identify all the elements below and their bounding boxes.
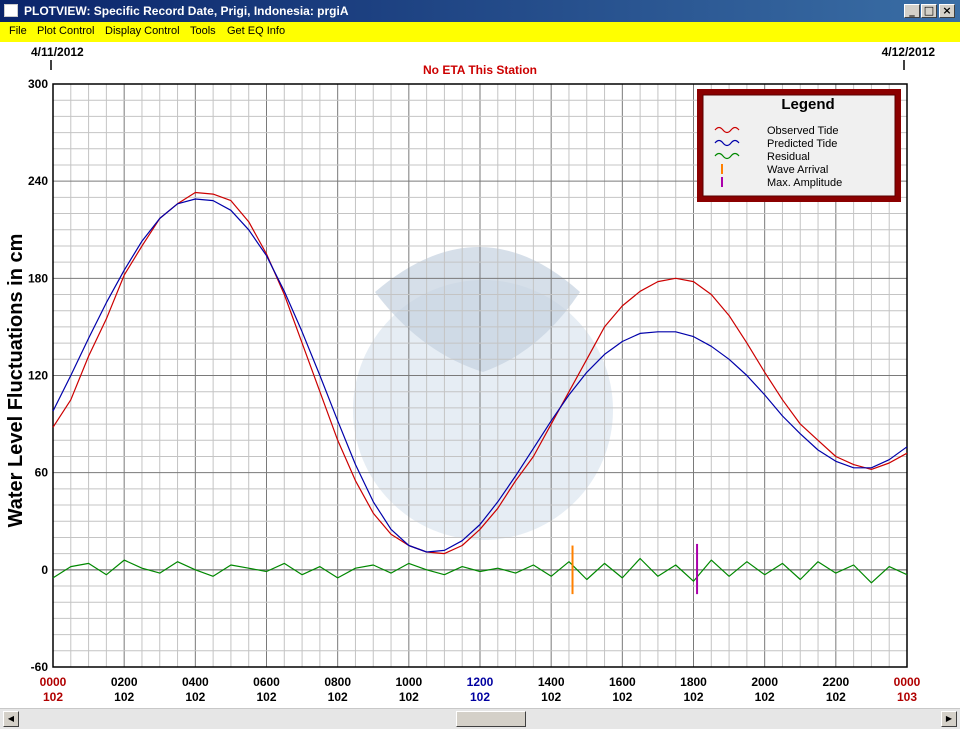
x-tick-label-time: 0800 xyxy=(324,675,351,689)
plot-border xyxy=(52,83,908,668)
minimize-button[interactable]: _ xyxy=(904,4,920,18)
y-axis-label: Water Level Fluctuations in cm xyxy=(5,234,27,528)
y-tick-label: 240 xyxy=(28,174,48,188)
x-tick-label-day: 102 xyxy=(114,690,134,704)
menu-bar: File Plot Control Display Control Tools … xyxy=(0,22,960,42)
tide-chart[interactable]: -600601201802403000000102020010204001020… xyxy=(0,42,960,708)
legend-swatch-line xyxy=(714,152,740,160)
title-bar: PLOTVIEW: Specific Record Date, Prigi, I… xyxy=(0,0,960,22)
x-tick-label-time: 0600 xyxy=(253,675,280,689)
menu-file[interactable]: File xyxy=(9,25,27,37)
plot-area: -60 0 60 120 180 240 300 0000 102 0200 102 0400 102 0… xyxy=(0,42,960,708)
y-tick-label: 0 xyxy=(41,563,48,577)
x-tick-label-time: 1200 xyxy=(467,675,494,689)
app-icon xyxy=(4,4,18,17)
x-tick-label-time: 2000 xyxy=(751,675,778,689)
scroll-thumb[interactable] xyxy=(456,711,526,727)
y-tick-label: 120 xyxy=(28,369,48,383)
x-tick-label-day: 102 xyxy=(541,690,561,704)
series-line-residual xyxy=(52,557,908,584)
date-left-label: 4/11/2012 xyxy=(31,45,84,59)
y-tick-label: 180 xyxy=(28,271,48,285)
x-tick-label-day: 102 xyxy=(470,690,490,704)
legend-entry-label: Residual xyxy=(767,151,810,163)
x-tick-label-time: 2200 xyxy=(822,675,849,689)
close-button[interactable]: × xyxy=(939,4,955,18)
x-tick-label-day: 102 xyxy=(612,690,632,704)
series-line-observed-tide xyxy=(52,191,908,555)
legend-swatch-line xyxy=(714,139,740,147)
x-tick-label-day: 102 xyxy=(328,690,348,704)
menu-get-eq-info[interactable]: Get EQ Info xyxy=(227,25,286,37)
legend-entry-label: Wave Arrival xyxy=(767,164,828,176)
scroll-right-arrow-icon[interactable]: ▶ xyxy=(941,711,957,727)
x-tick-label-time: 1000 xyxy=(395,675,422,689)
date-right-label: 4/12/2012 xyxy=(882,45,936,59)
x-tick-label-day: 102 xyxy=(399,690,419,704)
y-tick-label: 300 xyxy=(28,77,48,91)
legend-swatch-line xyxy=(714,126,740,134)
x-tick-label-day: 102 xyxy=(185,690,205,704)
x-tick-label-time: 0400 xyxy=(182,675,209,689)
eta-message: No ETA This Station xyxy=(423,63,537,77)
menu-display-control[interactable]: Display Control xyxy=(105,25,180,37)
series-line-predicted-tide xyxy=(52,198,908,553)
horizontal-scrollbar[interactable]: ◀ ▶ xyxy=(0,708,960,729)
menu-tools[interactable]: Tools xyxy=(190,25,216,37)
x-tick-label-time: 0200 xyxy=(111,675,138,689)
window-title: PLOTVIEW: Specific Record Date, Prigi, I… xyxy=(24,4,349,18)
x-tick-label-time: 1600 xyxy=(609,675,636,689)
menu-plot-control[interactable]: Plot Control xyxy=(37,25,95,37)
y-tick-label: 60 xyxy=(35,466,49,480)
x-tick-label-day: 102 xyxy=(43,690,63,704)
x-tick-label-time: 0000 xyxy=(40,675,67,689)
x-tick-label-time: 1800 xyxy=(680,675,707,689)
x-tick-label-time: 1400 xyxy=(538,675,565,689)
legend-entry-label: Predicted Tide xyxy=(767,138,837,150)
scroll-left-arrow-icon[interactable]: ◀ xyxy=(3,711,19,727)
x-tick-label-day: 102 xyxy=(256,690,276,704)
y-tick-label: -60 xyxy=(31,660,49,674)
x-tick-label-day: 103 xyxy=(897,690,917,704)
legend-box xyxy=(702,94,896,197)
x-tick-label-day: 102 xyxy=(683,690,703,704)
x-tick-label-day: 102 xyxy=(826,690,846,704)
legend-entry-label: Observed Tide xyxy=(767,125,839,137)
x-tick-label-time: 0000 xyxy=(894,675,921,689)
maximize-button[interactable]: □ xyxy=(921,4,937,18)
legend-entry-label: Max. Amplitude xyxy=(767,177,842,189)
x-tick-label-day: 102 xyxy=(755,690,775,704)
legend-title: Legend xyxy=(781,96,834,113)
watermark-logo-icon xyxy=(353,280,613,540)
